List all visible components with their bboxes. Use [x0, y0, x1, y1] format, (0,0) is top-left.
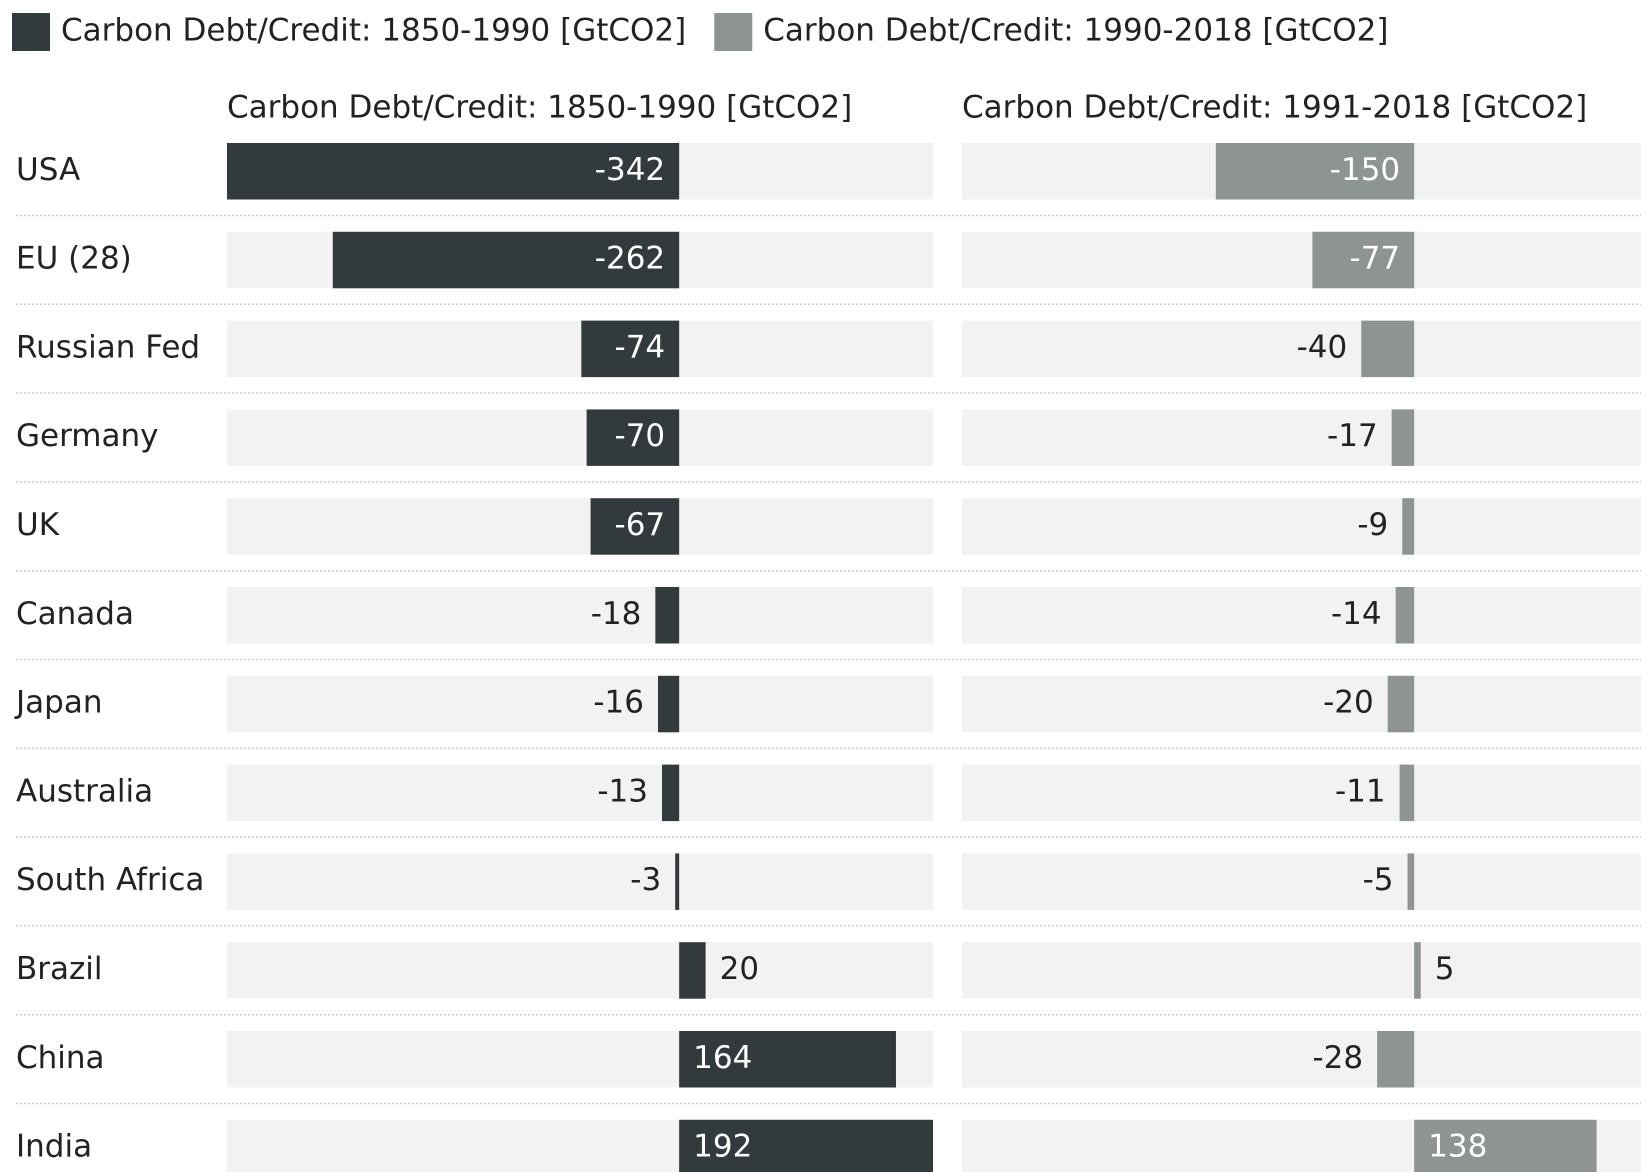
bar [661, 764, 680, 822]
bar [1377, 1031, 1415, 1088]
category-label: UK [16, 507, 60, 543]
category-label: Germany [16, 418, 158, 454]
bar [679, 942, 706, 999]
category-label: Australia [16, 773, 153, 809]
bar-background [227, 675, 933, 733]
category-label: EU (28) [16, 241, 132, 277]
bar-background [962, 498, 1641, 555]
category-label: Japan [14, 685, 102, 721]
bar [1361, 320, 1415, 378]
value-label: -18 [591, 596, 642, 632]
bar-background [962, 231, 1641, 289]
bar [658, 675, 680, 733]
bar-background [962, 942, 1641, 999]
category-label: India [16, 1129, 92, 1165]
bar-background [227, 942, 933, 999]
bar [655, 587, 680, 644]
bar [679, 1031, 896, 1088]
value-label: 164 [693, 1040, 752, 1076]
value-label: -17 [1327, 418, 1378, 454]
value-label: -9 [1357, 507, 1388, 543]
bar [679, 1119, 933, 1172]
value-label: -13 [597, 773, 648, 809]
value-label: -20 [1323, 685, 1374, 721]
bar [1399, 764, 1415, 822]
bar-background [227, 764, 933, 822]
bar-background [962, 675, 1641, 733]
legend-label: Carbon Debt/Credit: 1850-1990 [GtCO2] [61, 13, 686, 49]
value-label: -67 [615, 507, 666, 543]
bar [581, 320, 680, 378]
category-label: Russian Fed [16, 329, 200, 365]
value-label: 5 [1435, 951, 1455, 987]
bar-background [962, 587, 1641, 644]
panel-title: Carbon Debt/Credit: 1850-1990 [GtCO2] [227, 90, 852, 126]
category-label: Brazil [16, 951, 103, 987]
value-label: -11 [1335, 773, 1386, 809]
category-label: Canada [16, 596, 134, 632]
bar [590, 498, 680, 555]
bar-background [962, 1031, 1641, 1088]
bar [1387, 675, 1415, 733]
value-label: -3 [630, 862, 661, 898]
category-label: China [16, 1040, 105, 1076]
value-label: -74 [615, 329, 666, 365]
bar-background [227, 587, 933, 644]
value-label: 192 [693, 1129, 752, 1165]
bar-background [227, 409, 933, 466]
bar-background [227, 853, 933, 910]
value-label: -77 [1350, 241, 1401, 277]
bar [1402, 498, 1415, 555]
bar [227, 143, 680, 200]
value-label: -28 [1312, 1040, 1363, 1076]
bar [1395, 587, 1415, 644]
bar [1391, 409, 1415, 466]
bar [332, 231, 680, 289]
bar-background [962, 409, 1641, 466]
legend-label: Carbon Debt/Credit: 1990-2018 [GtCO2] [763, 13, 1388, 49]
legend-swatch [12, 13, 50, 51]
bar [586, 409, 680, 466]
value-label: -150 [1330, 152, 1400, 188]
value-label: -14 [1331, 596, 1382, 632]
category-label: USA [16, 152, 80, 188]
bar [1215, 143, 1415, 200]
bar-background [962, 853, 1641, 910]
value-label: -262 [595, 241, 665, 277]
value-label: -342 [595, 152, 665, 188]
bar-background [962, 764, 1641, 822]
value-label: -5 [1363, 862, 1394, 898]
category-label: South Africa [16, 862, 204, 898]
bar [1407, 853, 1415, 910]
bar-background [227, 498, 933, 555]
value-label: -40 [1297, 329, 1348, 365]
legend-swatch [714, 13, 753, 51]
bar-background [227, 320, 933, 378]
value-label: 138 [1428, 1129, 1487, 1165]
bar [675, 853, 680, 910]
bar [1414, 1119, 1597, 1172]
bar [1312, 231, 1415, 289]
bar [1414, 942, 1421, 999]
value-label: 20 [720, 951, 759, 987]
value-label: -16 [593, 685, 644, 721]
value-label: -70 [615, 418, 666, 454]
panel-title: Carbon Debt/Credit: 1991-2018 [GtCO2] [962, 90, 1587, 126]
bar-background [962, 320, 1641, 378]
